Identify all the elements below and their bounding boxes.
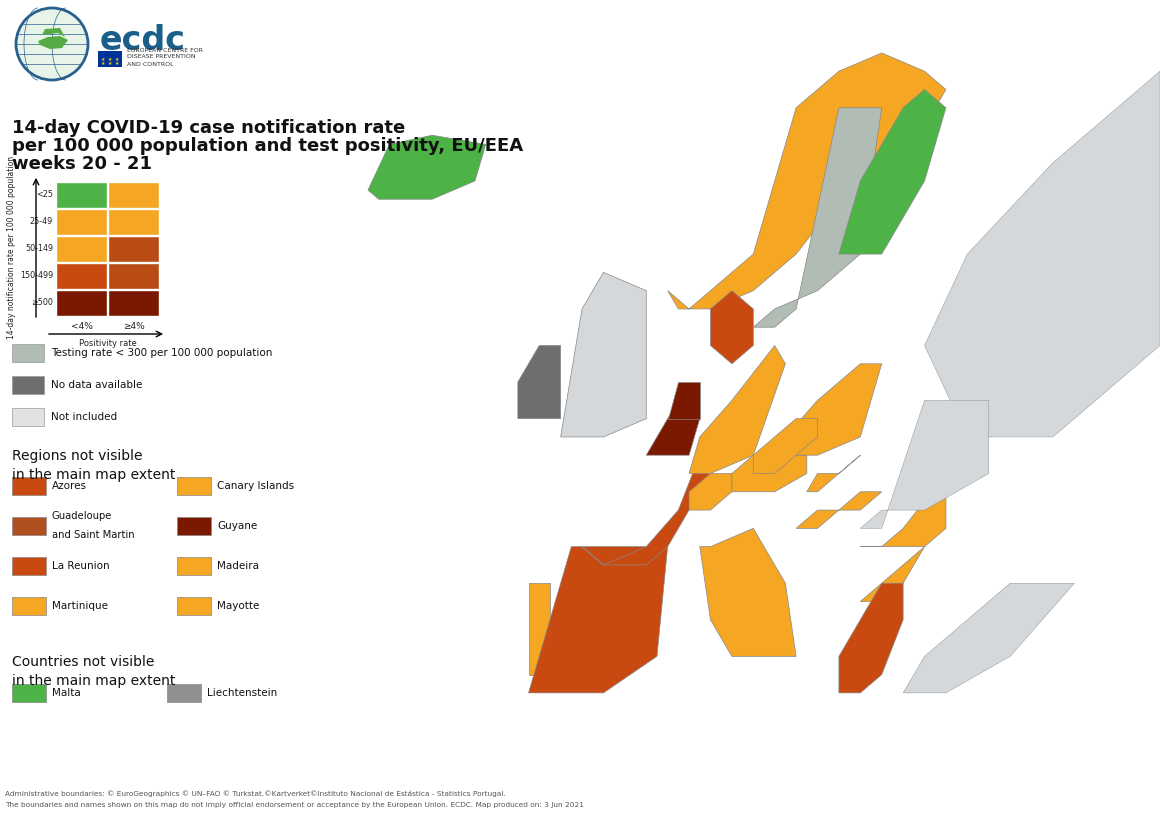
Bar (56, 236, 107, 262)
Bar (108, 290, 159, 316)
Text: La Reunion: La Reunion (52, 561, 110, 571)
Polygon shape (560, 273, 646, 437)
Polygon shape (529, 583, 550, 675)
Polygon shape (807, 455, 861, 491)
Polygon shape (753, 419, 818, 473)
Text: Madeira: Madeira (217, 561, 259, 571)
Text: ≥500: ≥500 (31, 298, 53, 307)
Bar (12, 376, 44, 394)
Text: weeks 20 - 21: weeks 20 - 21 (12, 155, 152, 173)
Bar (56, 263, 107, 289)
Text: ★: ★ (115, 57, 119, 61)
Bar (177, 597, 211, 615)
Bar (56, 290, 107, 316)
Polygon shape (368, 135, 486, 199)
Text: Administrative boundaries: © EuroGeographics © UN–FAO © Turkstat.©Kartverket©Ins: Administrative boundaries: © EuroGeograp… (5, 790, 506, 797)
Polygon shape (517, 346, 560, 419)
Text: Liechtenstein: Liechtenstein (206, 688, 277, 698)
Polygon shape (710, 291, 753, 364)
Text: Canary Islands: Canary Islands (217, 481, 295, 491)
Polygon shape (904, 583, 1074, 693)
Polygon shape (775, 364, 882, 455)
Text: 14-day notification rate per 100 000 population: 14-day notification rate per 100 000 pop… (7, 156, 16, 339)
Polygon shape (42, 28, 65, 37)
Text: Testing rate < 300 per 100 000 population: Testing rate < 300 per 100 000 populatio… (51, 348, 273, 358)
Text: per 100 000 population and test positivity, EU/EEA: per 100 000 population and test positivi… (12, 137, 523, 155)
Bar (56, 209, 107, 235)
Polygon shape (529, 546, 668, 693)
Bar (177, 477, 211, 495)
Text: <4%: <4% (71, 322, 93, 331)
Polygon shape (668, 53, 945, 309)
Polygon shape (753, 108, 882, 328)
Bar (12, 344, 44, 362)
Text: Regions not visible
in the main map extent: Regions not visible in the main map exte… (12, 449, 175, 482)
Text: ≥4%: ≥4% (123, 322, 145, 331)
Polygon shape (689, 473, 732, 510)
Text: Azores: Azores (52, 481, 87, 491)
Text: 14-day COVID-19 case notification rate: 14-day COVID-19 case notification rate (12, 119, 405, 137)
Polygon shape (668, 382, 699, 419)
Polygon shape (925, 71, 1160, 437)
Polygon shape (646, 400, 699, 455)
Bar (108, 209, 159, 235)
Text: 25-49: 25-49 (30, 217, 53, 226)
Bar (12, 408, 44, 426)
Text: Martinique: Martinique (52, 601, 108, 611)
Polygon shape (38, 36, 68, 49)
Circle shape (16, 8, 88, 80)
Polygon shape (839, 583, 904, 693)
Text: Malta: Malta (52, 688, 81, 698)
Bar (108, 182, 159, 208)
Text: Guadeloupe: Guadeloupe (52, 511, 113, 521)
Bar (12, 517, 46, 535)
Bar (12, 597, 46, 615)
Text: ecdc: ecdc (100, 24, 186, 57)
Polygon shape (582, 455, 710, 565)
Text: The boundaries and names shown on this map do not imply official endorsement or : The boundaries and names shown on this m… (5, 802, 583, 808)
Text: 150-499: 150-499 (20, 271, 53, 280)
Polygon shape (861, 473, 945, 546)
Text: and Saint Martin: and Saint Martin (52, 530, 135, 540)
Polygon shape (699, 528, 796, 656)
Bar (167, 684, 201, 702)
Bar (12, 477, 46, 495)
Bar (108, 236, 159, 262)
Bar (108, 263, 159, 289)
Text: Mayotte: Mayotte (217, 601, 260, 611)
Bar (12, 557, 46, 575)
Bar (56, 182, 107, 208)
Bar (12, 684, 46, 702)
Bar (97, 51, 122, 67)
Polygon shape (861, 546, 925, 601)
Polygon shape (839, 89, 945, 254)
Polygon shape (689, 346, 785, 473)
Text: ★: ★ (115, 61, 119, 66)
Bar (177, 557, 211, 575)
Text: ★: ★ (101, 61, 106, 66)
Bar (177, 517, 211, 535)
Text: 50-149: 50-149 (24, 244, 53, 253)
Text: Guyane: Guyane (217, 521, 258, 531)
Text: Positivity rate: Positivity rate (79, 339, 137, 348)
Polygon shape (861, 400, 988, 528)
Text: Not included: Not included (51, 412, 117, 422)
Text: ★: ★ (108, 57, 113, 61)
Text: ★: ★ (108, 61, 113, 66)
Text: EUROPEAN CENTRE FOR
DISEASE PREVENTION
AND CONTROL: EUROPEAN CENTRE FOR DISEASE PREVENTION A… (126, 48, 203, 66)
Text: No data available: No data available (51, 380, 143, 390)
Polygon shape (796, 491, 882, 528)
Text: <25: <25 (36, 190, 53, 199)
Text: Countries not visible
in the main map extent: Countries not visible in the main map ex… (12, 655, 175, 688)
Polygon shape (732, 455, 807, 491)
Text: ★: ★ (101, 57, 106, 61)
